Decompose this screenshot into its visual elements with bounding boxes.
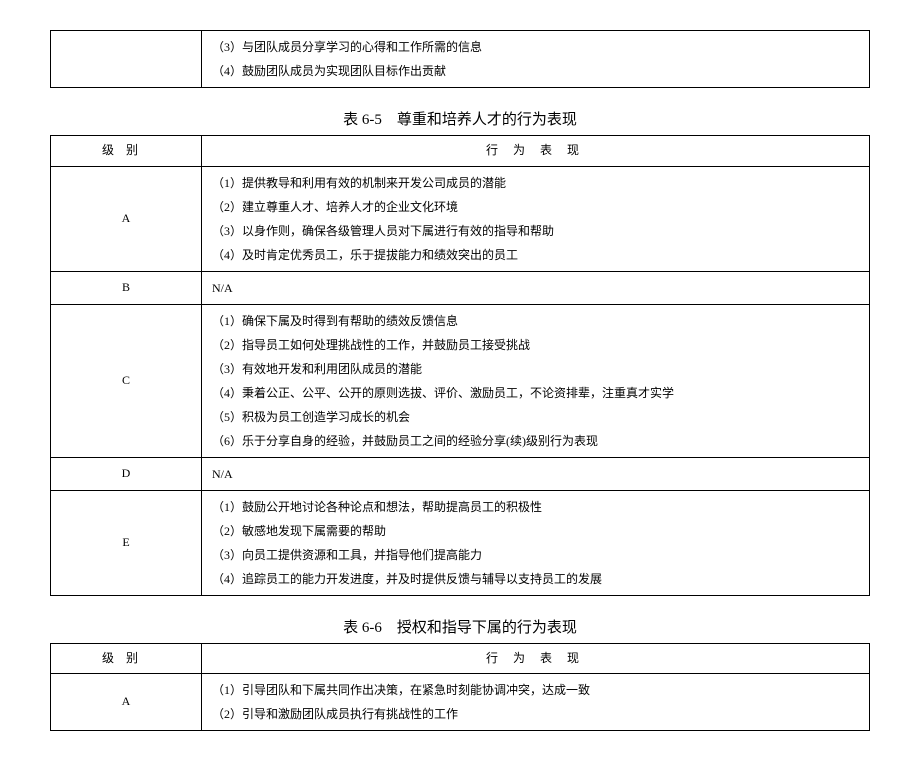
item: （3）以身作则，确保各级管理人员对下属进行有效的指导和帮助 (212, 219, 859, 243)
item: （3）向员工提供资源和工具，并指导他们提高能力 (212, 543, 859, 567)
table65-d-level: D (51, 457, 202, 490)
item: （1）引导团队和下属共同作出决策，在紧急时刻能协调冲突，达成一致 (212, 678, 859, 702)
item: （4）秉着公正、公平、公开的原则选拔、评价、激励员工，不论资排辈，注重真才实学 (212, 381, 859, 405)
top-fragment-level-blank (51, 31, 202, 88)
table-row: D N/A (51, 457, 870, 490)
item: （1）确保下属及时得到有帮助的绩效反馈信息 (212, 309, 859, 333)
table65-header-row: 级别 行 为 表 现 (51, 136, 870, 167)
table65-a-items: （1）提供教导和利用有效的机制来开发公司成员的潜能 （2）建立尊重人才、培养人才… (202, 166, 870, 271)
top-fragment-table: （3）与团队成员分享学习的心得和工作所需的信息 （4）鼓励团队成员为实现团队目标… (50, 30, 870, 88)
item: （6）乐于分享自身的经验，并鼓励员工之间的经验分享(续)级别行为表现 (212, 429, 859, 453)
item: （4）及时肯定优秀员工，乐于提拔能力和绩效突出的员工 (212, 243, 859, 267)
item: N/A (212, 276, 859, 300)
item: N/A (212, 462, 859, 486)
table-row: C （1）确保下属及时得到有帮助的绩效反馈信息 （2）指导员工如何处理挑战性的工… (51, 304, 870, 457)
top-fragment-row-2: （4）鼓励团队成员为实现团队目标作出贡献 (212, 59, 859, 83)
item: （2）引导和激励团队成员执行有挑战性的工作 (212, 702, 859, 726)
table66: 级别 行 为 表 现 A （1）引导团队和下属共同作出决策，在紧急时刻能协调冲突… (50, 643, 870, 732)
table65-c-items: （1）确保下属及时得到有帮助的绩效反馈信息 （2）指导员工如何处理挑战性的工作，… (202, 304, 870, 457)
item: （1）鼓励公开地讨论各种论点和想法，帮助提高员工的积极性 (212, 495, 859, 519)
table66-header-behavior: 行 为 表 现 (202, 643, 870, 674)
table-row: A （1）提供教导和利用有效的机制来开发公司成员的潜能 （2）建立尊重人才、培养… (51, 166, 870, 271)
item: （5）积极为员工创造学习成长的机会 (212, 405, 859, 429)
item: （1）提供教导和利用有效的机制来开发公司成员的潜能 (212, 171, 859, 195)
item: （3）有效地开发和利用团队成员的潜能 (212, 357, 859, 381)
table65-e-items: （1）鼓励公开地讨论各种论点和想法，帮助提高员工的积极性 （2）敏感地发现下属需… (202, 490, 870, 595)
table65-e-level: E (51, 490, 202, 595)
table65-d-items: N/A (202, 457, 870, 490)
item: （2）敏感地发现下属需要的帮助 (212, 519, 859, 543)
table65-header-behavior: 行 为 表 现 (202, 136, 870, 167)
item: （2）建立尊重人才、培养人才的企业文化环境 (212, 195, 859, 219)
table65-b-items: N/A (202, 271, 870, 304)
table65-c-level: C (51, 304, 202, 457)
table65: 级别 行 为 表 现 A （1）提供教导和利用有效的机制来开发公司成员的潜能 （… (50, 135, 870, 596)
top-fragment-row-1: （3）与团队成员分享学习的心得和工作所需的信息 (212, 35, 859, 59)
table66-header-row: 级别 行 为 表 现 (51, 643, 870, 674)
table-row: A （1）引导团队和下属共同作出决策，在紧急时刻能协调冲突，达成一致 （2）引导… (51, 674, 870, 731)
table65-caption: 表 6-5 尊重和培养人才的行为表现 (50, 108, 870, 129)
table65-header-level: 级别 (51, 136, 202, 167)
table66-a-level: A (51, 674, 202, 731)
table-row: E （1）鼓励公开地讨论各种论点和想法，帮助提高员工的积极性 （2）敏感地发现下… (51, 490, 870, 595)
table66-a-items: （1）引导团队和下属共同作出决策，在紧急时刻能协调冲突，达成一致 （2）引导和激… (202, 674, 870, 731)
item: （2）指导员工如何处理挑战性的工作，并鼓励员工接受挑战 (212, 333, 859, 357)
table66-caption: 表 6-6 授权和指导下属的行为表现 (50, 616, 870, 637)
table66-header-level: 级别 (51, 643, 202, 674)
top-fragment-cell: （3）与团队成员分享学习的心得和工作所需的信息 （4）鼓励团队成员为实现团队目标… (202, 31, 870, 88)
table65-a-level: A (51, 166, 202, 271)
table-row: B N/A (51, 271, 870, 304)
table65-b-level: B (51, 271, 202, 304)
item: （4）追踪员工的能力开发进度，并及时提供反馈与辅导以支持员工的发展 (212, 567, 859, 591)
